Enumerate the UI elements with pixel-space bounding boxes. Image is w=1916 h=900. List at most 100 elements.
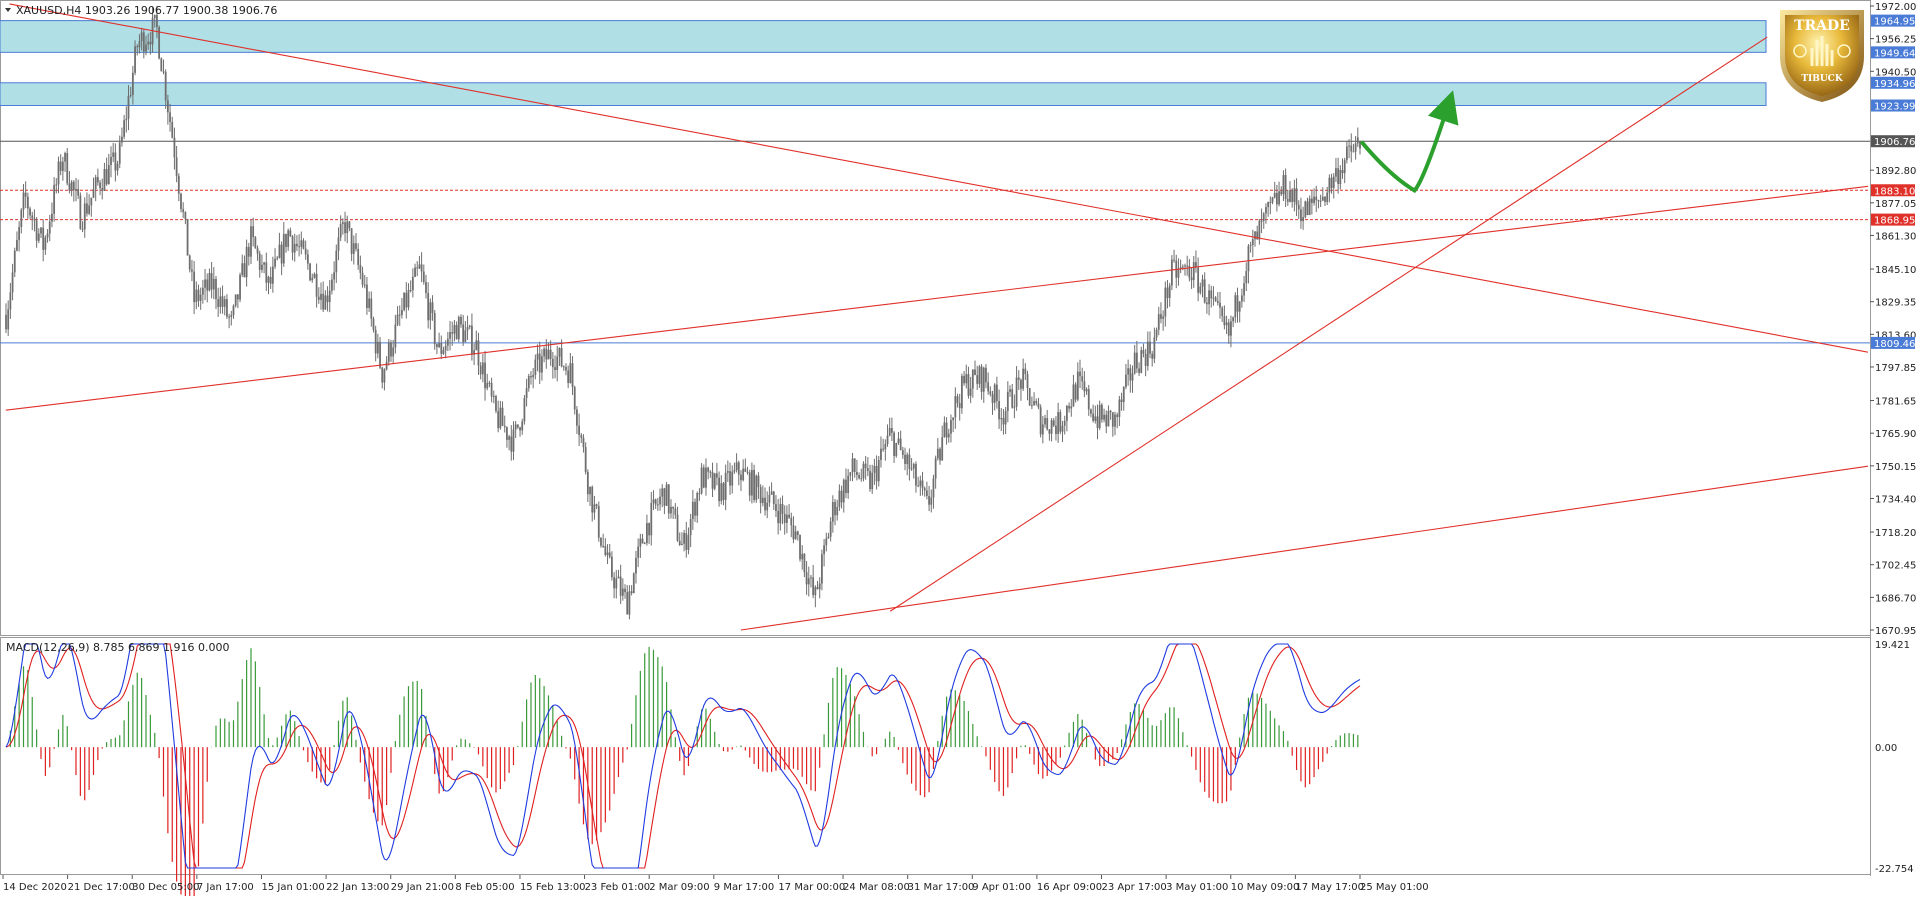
- candle-body: [1179, 267, 1182, 269]
- candle-body: [1232, 317, 1235, 322]
- candle-body: [1057, 412, 1060, 434]
- candle-body: [335, 250, 338, 273]
- candle-body: [1273, 192, 1276, 198]
- candle-body: [1002, 417, 1005, 425]
- candle-body: [296, 243, 298, 247]
- candle-body: [473, 350, 476, 355]
- time-axis-label: 10 May 09:00: [1231, 882, 1300, 893]
- trendline-ascending-from-low: [889, 36, 1768, 612]
- candle-body: [989, 391, 992, 395]
- candle-body: [274, 258, 276, 267]
- candle-body: [267, 276, 270, 283]
- candle-body: [593, 504, 596, 513]
- candle-body: [674, 508, 677, 515]
- candle-body: [13, 250, 16, 273]
- candle-body: [1127, 368, 1130, 375]
- candle-body: [1131, 373, 1134, 381]
- candle-body: [1350, 145, 1353, 152]
- candle-body: [333, 272, 336, 280]
- candle-body: [685, 532, 688, 550]
- candle-body: [862, 463, 865, 479]
- candle-body: [131, 72, 134, 95]
- candle-body: [923, 488, 926, 491]
- candle-body: [1352, 151, 1355, 153]
- candle-body: [436, 344, 438, 348]
- candle-body: [11, 272, 14, 293]
- candle-body: [648, 523, 650, 536]
- candle-body: [1041, 424, 1044, 435]
- candle-body: [547, 349, 550, 360]
- candle-body: [740, 474, 742, 481]
- candle-body: [713, 473, 716, 489]
- candle-body: [1092, 413, 1095, 421]
- candle-body: [864, 463, 867, 469]
- candle-body: [735, 462, 738, 470]
- candle-body: [446, 338, 449, 346]
- candle-body: [661, 488, 664, 497]
- candle-body: [302, 240, 305, 249]
- candle-body: [1144, 353, 1147, 366]
- candle-body: [1135, 352, 1138, 369]
- candle-body: [825, 538, 828, 546]
- collapse-triangle-icon[interactable]: [5, 8, 11, 12]
- macd-signal-line: [5, 643, 1361, 869]
- candle-body: [1341, 169, 1344, 174]
- candle-body: [1308, 198, 1311, 216]
- candle-body: [396, 314, 399, 325]
- candle-body: [1195, 262, 1197, 268]
- candle-body: [987, 382, 990, 392]
- candle-body: [790, 517, 793, 526]
- candle-body: [678, 540, 681, 545]
- candle-body: [950, 420, 952, 434]
- candle-body: [105, 169, 108, 185]
- candle-body: [1160, 314, 1162, 319]
- candle-body: [799, 534, 801, 560]
- candle-body: [834, 501, 836, 516]
- price-axis-label: 1972.00: [1875, 2, 1916, 13]
- candle-body: [783, 513, 786, 523]
- candle-body: [228, 316, 231, 318]
- candle-body: [1238, 301, 1241, 312]
- candle-body: [188, 255, 191, 270]
- candle-body: [169, 112, 171, 122]
- candle-body: [687, 535, 690, 550]
- candle-body: [1243, 283, 1245, 296]
- candle-body: [619, 576, 622, 596]
- candle-body: [917, 485, 920, 487]
- candle-body: [298, 246, 301, 248]
- candle-body: [1000, 417, 1003, 420]
- candle-body: [306, 254, 309, 264]
- candle-body: [42, 227, 45, 250]
- candle-body: [484, 362, 486, 389]
- candle-body: [1203, 279, 1206, 303]
- candle-body: [175, 157, 178, 176]
- candle-body: [880, 448, 882, 460]
- price-axis-label: 1686.70: [1875, 593, 1916, 604]
- candle-body: [278, 244, 281, 258]
- candle-body: [654, 499, 657, 505]
- candle-body: [363, 284, 366, 286]
- candle-body: [884, 444, 887, 450]
- candle-body: [1267, 201, 1270, 208]
- candle-body: [138, 41, 141, 48]
- candle-body: [503, 425, 506, 428]
- candle-body: [823, 545, 825, 555]
- candle-body: [1068, 405, 1070, 409]
- candle-body: [936, 448, 939, 459]
- candle-body: [407, 290, 410, 308]
- candle-body: [495, 396, 497, 412]
- candle-body: [344, 222, 346, 234]
- candle-body: [70, 181, 73, 191]
- candle-body: [801, 553, 804, 560]
- candle-body: [455, 325, 458, 340]
- candle-body: [245, 246, 248, 278]
- candle-body: [934, 458, 937, 479]
- candle-body: [1289, 190, 1291, 202]
- candle-body: [733, 469, 736, 472]
- candle-body: [1282, 175, 1285, 195]
- candle-body: [1013, 406, 1016, 408]
- candle-body: [1116, 414, 1119, 417]
- candle-body: [276, 257, 279, 259]
- candle-body: [899, 438, 902, 451]
- candle-body: [438, 343, 441, 348]
